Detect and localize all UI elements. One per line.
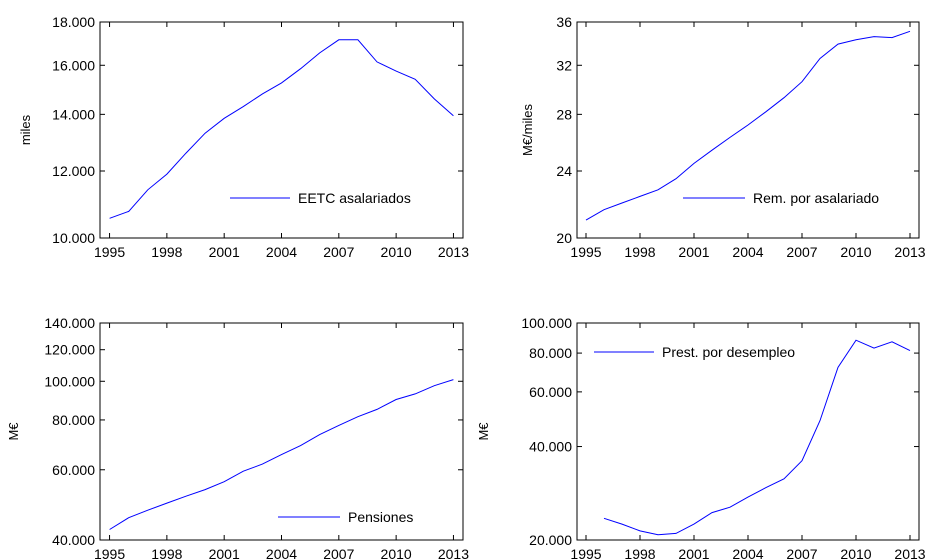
y-tick-label: 40.000 (52, 532, 95, 548)
x-tick-label: 2013 (438, 244, 469, 260)
x-tick-label: 2001 (209, 244, 240, 260)
series-line (109, 379, 454, 530)
x-tick-label: 2004 (732, 546, 763, 560)
y-axis-label: M€/miles (520, 104, 535, 157)
x-tick-label: 2013 (894, 546, 925, 560)
x-tick-label: 1998 (624, 244, 655, 260)
panel-prest-por-desempleo: 20.000 40.000 60.000 80.000 100.000 1995 1998 2… (476, 315, 926, 560)
y-tick-label: 12.000 (52, 163, 95, 179)
y-tick-label: 100.000 (44, 373, 95, 389)
y-tick-label: 20 (556, 230, 572, 246)
legend-label: EETC asalariados (298, 190, 411, 206)
y-tick-label: 24 (556, 163, 572, 179)
y-tick-label: 20.000 (529, 532, 572, 548)
y-axis-label: M€ (476, 422, 491, 441)
legend-label: Pensiones (348, 509, 413, 525)
x-tick-label: 2013 (894, 244, 925, 260)
y-tick-label: 28 (556, 106, 572, 122)
x-tick-label: 2013 (438, 546, 469, 560)
x-tick-label: 1995 (94, 546, 125, 560)
y-tick-label: 10.000 (52, 230, 95, 246)
y-axis-label: miles (18, 114, 33, 145)
x-tick-label: 2001 (209, 546, 240, 560)
x-tick-label: 2007 (786, 546, 817, 560)
y-tick-label: 14.000 (52, 106, 95, 122)
y-tick-label: 18.000 (52, 14, 95, 30)
y-axis-label: M€ (6, 422, 21, 441)
x-tick-label: 1998 (151, 244, 182, 260)
x-tick-label: 2004 (266, 546, 297, 560)
panel-pensiones: 40.000 60.000 80.000 100.000 120.000 140.000 1… (6, 315, 469, 560)
y-tick-label: 80.000 (529, 345, 572, 361)
x-tick-label: 2010 (381, 244, 412, 260)
x-tick-label: 2004 (266, 244, 297, 260)
x-tick-label: 1998 (624, 546, 655, 560)
legend-label: Rem. por asalariado (753, 190, 879, 206)
x-tick-label: 2004 (732, 244, 763, 260)
panel-eetc-asalariados: 10.000 12.000 14.000 16.000 18.000 1995 1998 20… (18, 14, 469, 260)
y-tick-label: 16.000 (52, 57, 95, 73)
y-tick-label: 60.000 (529, 384, 572, 400)
x-tick-label: 2007 (323, 546, 354, 560)
x-tick-label: 2007 (786, 244, 817, 260)
x-tick-label: 2010 (381, 546, 412, 560)
y-tick-label: 36 (556, 14, 572, 30)
panel-rem-por-asalariado: 20 24 28 32 36 1995 1998 2001 2004 2007 2010 2013 M€… (520, 14, 926, 260)
y-tick-label: 40.000 (529, 439, 572, 455)
series-line (603, 339, 911, 536)
x-tick-label: 2001 (678, 244, 709, 260)
y-tick-label: 120.000 (44, 342, 95, 358)
y-tick-label: 80.000 (52, 412, 95, 428)
x-tick-label: 1998 (151, 546, 182, 560)
y-tick-label: 60.000 (52, 462, 95, 478)
y-tick-label: 140.000 (44, 315, 95, 331)
series-line (585, 30, 911, 221)
x-tick-label: 1995 (94, 244, 125, 260)
x-tick-label: 1995 (570, 546, 601, 560)
x-tick-label: 1995 (570, 244, 601, 260)
x-tick-label: 2007 (323, 244, 354, 260)
y-tick-label: 100.000 (521, 315, 572, 331)
legend-label: Prest. por desempleo (662, 344, 795, 360)
x-tick-label: 2001 (678, 546, 709, 560)
series-line (109, 39, 454, 219)
y-tick-label: 32 (556, 57, 572, 73)
x-tick-label: 2010 (840, 244, 871, 260)
x-tick-label: 2010 (840, 546, 871, 560)
